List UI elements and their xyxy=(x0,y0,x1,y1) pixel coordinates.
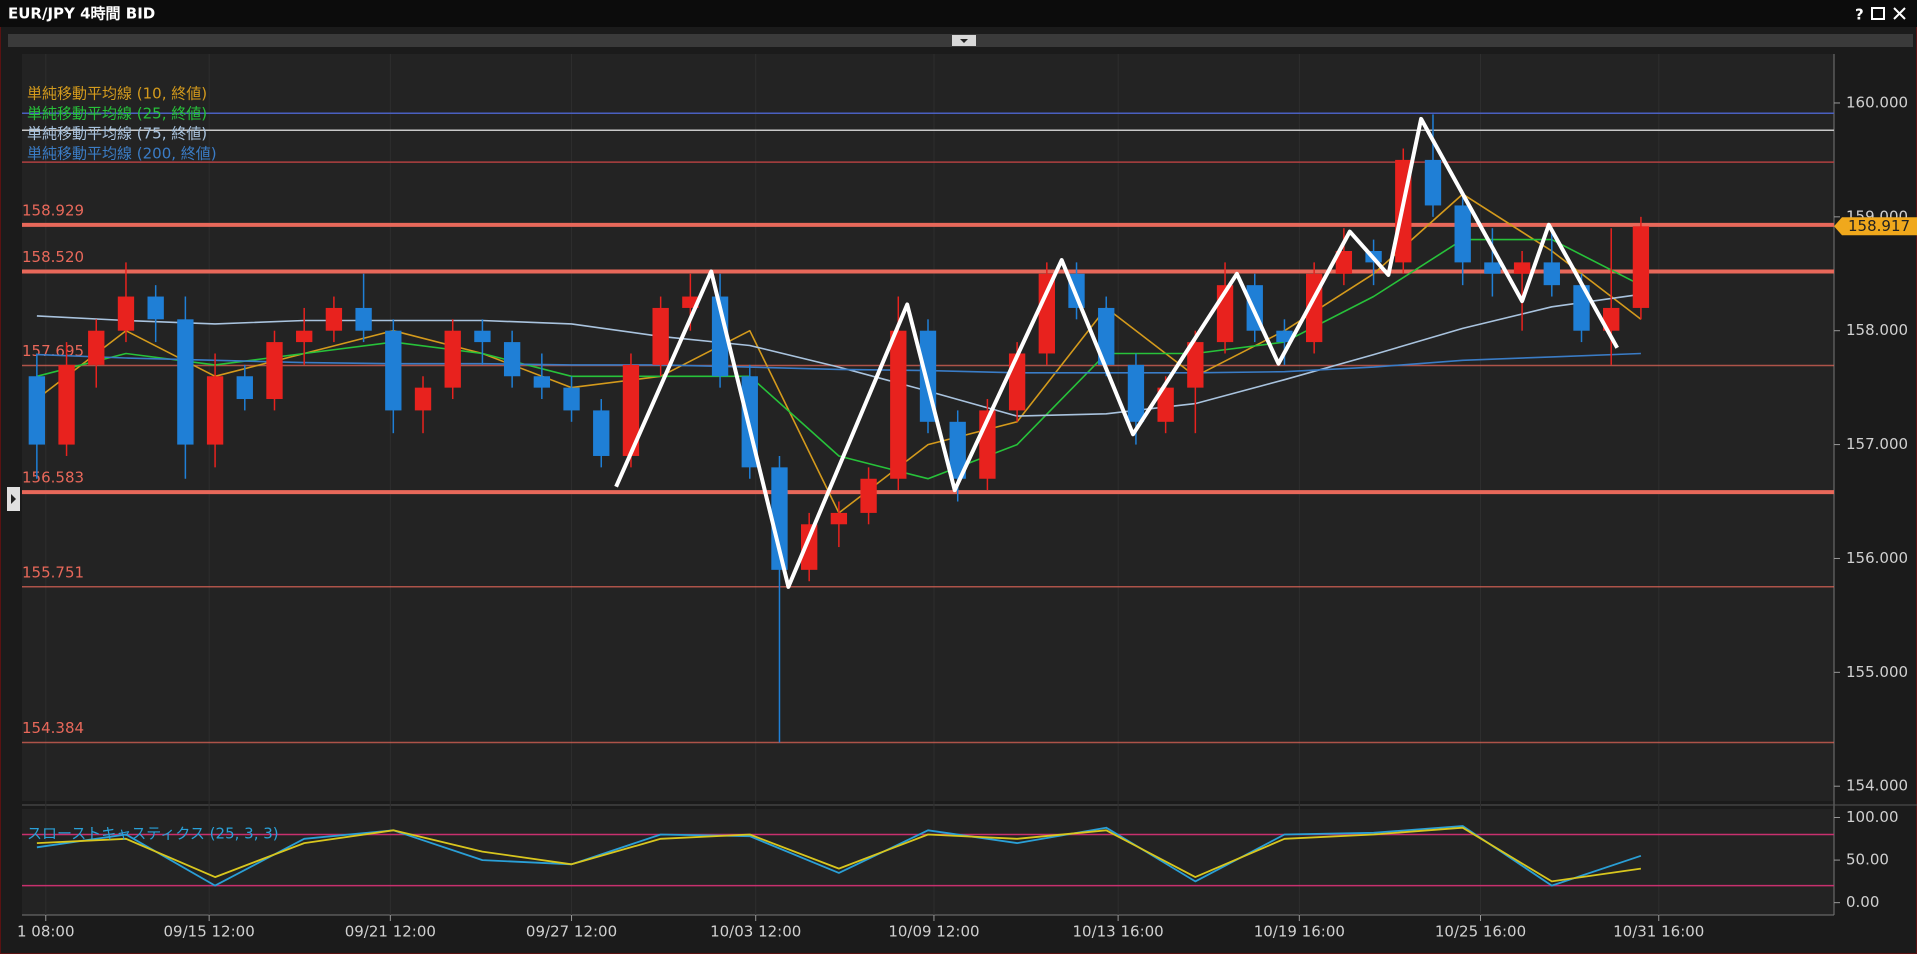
x-tick-label: 10/19 16:00 xyxy=(1254,923,1345,941)
y-tick-label: 100.00 xyxy=(1846,808,1899,826)
candle-body xyxy=(1454,205,1471,263)
candle-body xyxy=(385,330,402,411)
candle-body xyxy=(236,376,253,400)
y-tick-label: 50.00 xyxy=(1846,851,1889,869)
candle-body xyxy=(1038,273,1055,354)
legend-entry: 単純移動平均線 (10, 終値) xyxy=(27,85,207,103)
candle-body xyxy=(1484,262,1501,274)
x-tick-label: 10/13 16:00 xyxy=(1072,923,1163,941)
y-tick-label: 158.000 xyxy=(1846,321,1908,339)
candle-body xyxy=(830,512,848,525)
candle-body xyxy=(1127,364,1145,422)
x-tick-label: 09/27 12:00 xyxy=(526,923,617,941)
level-label: 154.384 xyxy=(22,719,84,737)
y-tick-label: 156.000 xyxy=(1846,549,1908,567)
candle-body xyxy=(1276,330,1293,343)
candle-body xyxy=(206,376,224,445)
candle-body xyxy=(1098,307,1115,365)
candle-body xyxy=(1008,353,1026,411)
level-label: 158.520 xyxy=(22,248,84,266)
candle-body xyxy=(801,524,818,570)
stochastic-line xyxy=(36,825,1642,887)
candle-body xyxy=(1187,342,1204,388)
candle-body xyxy=(177,319,194,445)
y-tick-label: 154.000 xyxy=(1846,777,1908,795)
maximize-button[interactable] xyxy=(1871,7,1885,20)
candle-body xyxy=(593,410,610,456)
help-button[interactable]: ? xyxy=(1855,6,1864,24)
candle-body xyxy=(296,330,313,343)
candle-body xyxy=(1543,262,1560,286)
level-label: 157.695 xyxy=(22,342,84,360)
candle-body xyxy=(563,387,580,411)
level-label: 156.583 xyxy=(22,469,84,487)
candle-body xyxy=(1573,285,1590,331)
candle-body xyxy=(355,307,372,331)
candle-body xyxy=(28,376,46,445)
y-tick-label: 157.000 xyxy=(1846,435,1908,453)
candle-body xyxy=(682,296,699,308)
stochastic-plot-area xyxy=(22,809,1834,915)
candle-body xyxy=(1513,262,1531,274)
zigzag-line xyxy=(614,116,1619,589)
x-tick-label: 09/21 12:00 xyxy=(345,923,436,941)
candle-body xyxy=(771,467,788,570)
collapse-icon xyxy=(960,39,968,43)
candle-body xyxy=(88,330,105,365)
x-tick-label: 10/09 12:00 xyxy=(888,923,979,941)
last-price-label: 158.917 xyxy=(1848,217,1910,235)
candle-body xyxy=(1603,307,1620,331)
x-tick-label: 10/03 12:00 xyxy=(710,923,801,941)
side-toggle-icon xyxy=(11,494,16,504)
legend-entry: 単純移動平均線 (75, 終値) xyxy=(27,125,207,143)
indicator-title: スローストキャスティクス (25, 3, 3) xyxy=(27,825,279,843)
y-tick-label: 160.000 xyxy=(1846,93,1908,111)
candle-body xyxy=(533,376,551,388)
candle-body xyxy=(266,342,283,400)
candle-body xyxy=(1335,250,1353,274)
x-tick-label: 10/25 16:00 xyxy=(1435,923,1526,941)
y-tick-label: 155.000 xyxy=(1846,663,1908,681)
candle-body xyxy=(622,364,640,456)
candle-body xyxy=(474,330,491,343)
level-label: 158.929 xyxy=(22,201,84,219)
candle-body xyxy=(325,307,343,331)
legend-entry: 単純移動平均線 (25, 終値) xyxy=(27,105,207,123)
legend-entry: 単純移動平均線 (200, 終値) xyxy=(27,145,217,163)
candle-body xyxy=(58,364,75,445)
chart-layer: 154.000155.000156.000157.000158.000159.0… xyxy=(17,54,1917,941)
title-bar xyxy=(0,0,1917,27)
x-tick-label: 1 08:00 xyxy=(17,923,75,941)
candle-body xyxy=(1157,387,1174,422)
candle-body xyxy=(652,307,669,365)
x-tick-label: 10/31 16:00 xyxy=(1613,923,1704,941)
candle-body xyxy=(414,387,432,411)
candle-body xyxy=(444,330,461,388)
candle-body xyxy=(1424,159,1442,206)
candle-body xyxy=(503,342,521,377)
window-title: EUR/JPY 4時間 BID xyxy=(8,5,155,23)
stochastic-line xyxy=(36,826,1642,883)
candle-body xyxy=(860,478,877,513)
candle-body xyxy=(1632,226,1650,308)
candle-body xyxy=(949,421,966,479)
candle-body xyxy=(117,296,135,331)
level-label: 155.751 xyxy=(22,563,84,581)
x-tick-label: 09/15 12:00 xyxy=(164,923,255,941)
candle-body xyxy=(890,330,907,479)
close-button[interactable] xyxy=(1893,7,1906,20)
y-tick-label: 0.00 xyxy=(1846,893,1879,911)
candle-body xyxy=(147,296,164,320)
last-price-tag xyxy=(1834,217,1917,236)
